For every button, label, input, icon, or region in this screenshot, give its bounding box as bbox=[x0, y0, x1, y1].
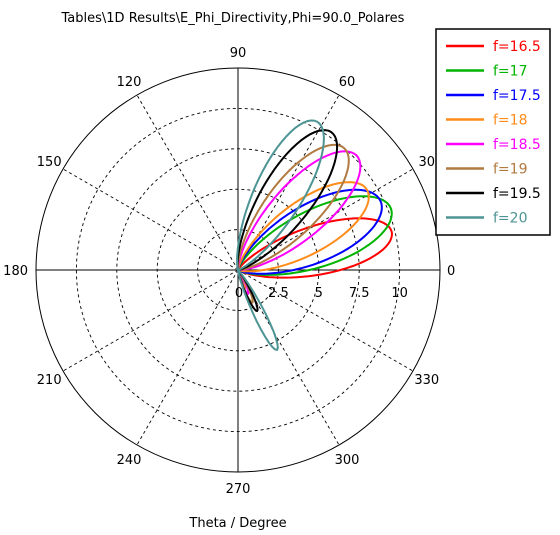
grid-spoke bbox=[237, 168, 414, 271]
legend-label: f=18 bbox=[493, 113, 527, 129]
grid-spoke bbox=[136, 94, 239, 271]
angle-tick-label: 0 bbox=[447, 264, 455, 279]
legend-label: f=17 bbox=[493, 64, 527, 80]
angle-tick-label: 330 bbox=[414, 373, 439, 388]
grid-spoke bbox=[237, 269, 340, 446]
legend: f=16.5 f=17 f=17.5 f=18 f=18.5 f=19 f=19.5 f=20 bbox=[435, 28, 551, 236]
angle-tick-label: 150 bbox=[37, 155, 62, 170]
grid-spoke bbox=[237, 94, 340, 271]
angle-tick-label: 120 bbox=[117, 75, 142, 90]
radial-tick-label: 0 bbox=[235, 286, 243, 301]
legend-box bbox=[435, 28, 551, 236]
grid-spoke bbox=[62, 168, 239, 271]
angle-tick-label: 90 bbox=[230, 46, 247, 61]
grid-spoke bbox=[62, 269, 239, 372]
grid-spoke bbox=[136, 269, 239, 446]
radial-tick-label: 5 bbox=[315, 286, 323, 301]
outer-circle bbox=[35, 67, 441, 473]
radial-tick-label: 2.5 bbox=[268, 286, 289, 301]
angle-tick-label: 300 bbox=[335, 453, 360, 468]
angle-tick-label: 30 bbox=[419, 155, 436, 170]
legend-label: f=19.5 bbox=[493, 186, 541, 202]
angle-tick-label: 270 bbox=[226, 482, 251, 497]
series-line bbox=[235, 129, 339, 313]
series-line bbox=[237, 195, 393, 284]
polar-grid bbox=[35, 67, 441, 473]
series-line bbox=[235, 119, 325, 352]
legend-label: f=16.5 bbox=[493, 39, 541, 55]
legend-label: f=19 bbox=[493, 162, 527, 178]
legend-label: f=20 bbox=[493, 211, 527, 227]
chart-title: Tables\1D Results\E_Phi_Directivity,Phi=… bbox=[61, 11, 405, 26]
radial-tick-label: 10 bbox=[391, 286, 408, 301]
radial-tick-label: 7.5 bbox=[349, 286, 370, 301]
grid-spoke bbox=[237, 269, 414, 372]
tick-labels: 0 30 60 90 120 150 180 210 240 270 300 330 0 2.5 5 7.5 1… bbox=[3, 46, 455, 497]
angle-tick-label: 240 bbox=[117, 453, 142, 468]
x-axis-label: Theta / Degree bbox=[188, 516, 286, 531]
series-group bbox=[235, 119, 394, 352]
angle-tick-label: 180 bbox=[3, 264, 28, 279]
legend-label: f=18.5 bbox=[493, 137, 541, 153]
legend-label: f=17.5 bbox=[493, 88, 541, 104]
angle-tick-label: 60 bbox=[339, 75, 356, 90]
angle-tick-label: 210 bbox=[37, 373, 62, 388]
